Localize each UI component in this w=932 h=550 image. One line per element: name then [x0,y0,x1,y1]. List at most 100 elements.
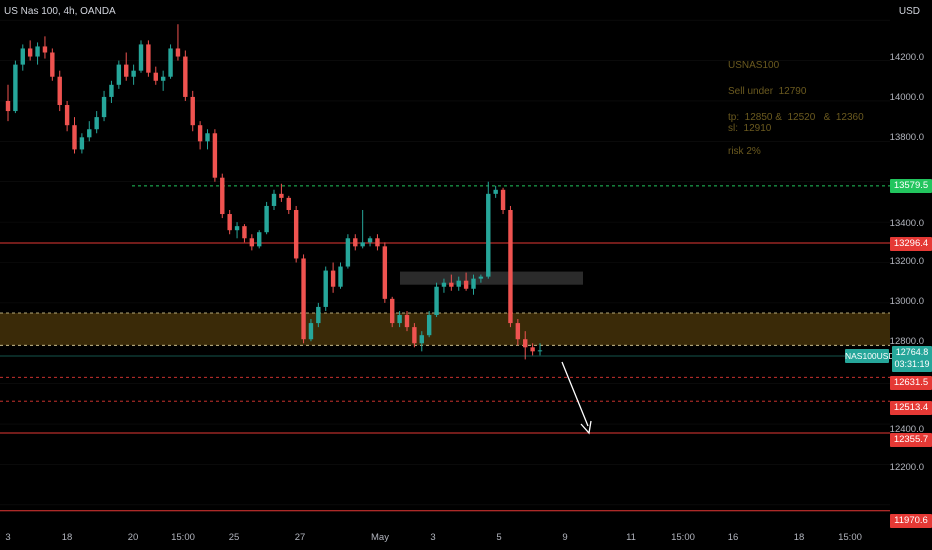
annotation-line-1: USNAS100 [728,60,780,71]
current-price-value: 12764.8 [895,347,929,357]
candle [308,319,314,342]
candle [382,242,388,303]
candle [64,100,70,132]
candle-body [35,46,40,57]
x-tick: 15:00 [171,532,195,543]
candle-body [404,315,410,328]
candle [13,60,18,114]
x-tick: May [371,532,389,543]
level-tag[interactable]: 12355.7 [890,433,932,447]
candle [5,84,11,122]
candle-body [367,238,373,243]
level-tag[interactable]: 11970.6 [890,514,932,528]
candle [160,70,166,91]
y-tick: 14000.0 [889,92,924,103]
candle [500,187,506,215]
candle-body [537,350,543,352]
x-tick: 11 [626,532,636,543]
x-tick: 20 [127,532,139,543]
candle-body [212,133,218,178]
down-arrow [561,361,592,435]
candle-body [345,238,351,267]
candle-body [301,258,306,340]
candle-body [434,286,439,315]
candle [124,52,129,81]
annotation-line-4: risk 2% [728,146,761,157]
candle-body [160,76,166,81]
candle-body [205,133,210,142]
candle [441,278,447,293]
candle-body [353,238,358,247]
candle [515,319,521,346]
candle-body [131,70,136,77]
candle-body [271,193,277,206]
level-tag[interactable]: 13579.5 [890,179,932,193]
y-tick: 13400.0 [889,218,924,229]
candle-body [124,64,129,77]
level-tag[interactable]: 12631.5 [890,376,932,390]
candle [168,44,173,79]
x-tick: 16 [727,532,739,543]
candle [345,234,351,269]
candle-body [175,48,181,57]
grid-lines [0,19,890,506]
candle-body [390,298,395,324]
candle-body [242,226,247,239]
candle [508,205,513,328]
candle [57,70,62,112]
candle [478,274,484,283]
candle-body [227,214,232,231]
candle [131,64,136,85]
candle [449,274,454,291]
candle-body [426,315,432,336]
level-tag[interactable]: 12513.4 [890,401,932,415]
candle [419,331,424,352]
symbol-title[interactable]: US Nas 100, 4h, OANDA [4,6,116,17]
current-price-tag[interactable]: 12764.8 03:31:19 [892,346,932,372]
candle [412,323,417,348]
candle-body [109,84,114,97]
candle [116,60,122,89]
candle-body [94,117,99,130]
candle-body [168,48,173,77]
candle-body [72,125,77,150]
candlesticks [5,24,543,360]
candle-body [249,238,255,247]
candle [530,343,535,356]
candle [183,50,188,101]
candle [87,121,92,142]
x-tick: 18 [61,532,73,543]
candle [316,302,321,328]
candle-body [79,137,85,150]
candle [72,117,77,154]
candle-body [523,339,528,348]
candle [434,282,439,318]
candle-body [183,56,188,97]
candle-body [13,64,18,112]
candle-body [27,48,33,57]
candle [279,183,284,202]
candle-body [493,189,498,194]
level-tag[interactable]: 13296.4 [890,237,932,251]
y-tick: 12200.0 [889,462,924,473]
candle [456,276,461,291]
candle-body [486,193,491,277]
candle [79,133,85,154]
x-tick: 25 [228,532,240,543]
candle [264,201,269,235]
currency-label[interactable]: USD [898,6,920,17]
y-tick: 12400.0 [889,424,924,435]
candle [426,310,432,338]
candle-body [478,276,484,279]
y-tick: 13000.0 [889,296,924,307]
x-tick: 9 [562,532,568,543]
candle [109,80,114,103]
candle-body [419,335,424,344]
candle-body [360,242,365,247]
candle [463,272,469,291]
y-tick: 14200.0 [889,52,924,63]
supply-zone [0,312,890,346]
candle-body [87,129,92,138]
candle-body [197,125,203,142]
